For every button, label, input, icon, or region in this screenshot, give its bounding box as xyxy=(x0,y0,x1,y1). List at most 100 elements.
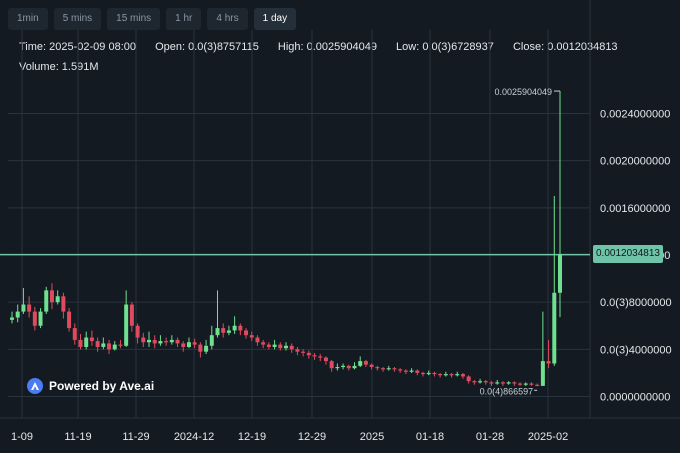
candle-body xyxy=(278,344,283,349)
candle-body xyxy=(261,342,266,345)
candle-body xyxy=(158,341,163,344)
candle-body xyxy=(101,343,106,347)
info-open: Open: 0.0(3)8757115 xyxy=(155,41,259,53)
tab-5-mins[interactable]: 5 mins xyxy=(53,8,102,30)
candle-body xyxy=(546,361,551,364)
candle-body xyxy=(147,339,151,343)
max-price-annotation: 0.0025904049 xyxy=(494,87,552,97)
candle-body xyxy=(221,328,226,333)
candle-body xyxy=(232,325,237,331)
candle-body xyxy=(204,345,209,352)
candle-body xyxy=(226,330,231,333)
candle-body xyxy=(295,349,300,352)
x-tick-label: 11-19 xyxy=(64,431,91,443)
candle-body xyxy=(518,383,523,385)
candle-body xyxy=(523,383,528,385)
ohlc-info: Time: 2025-02-09 08:00 Open: 0.0(3)87571… xyxy=(19,41,634,53)
min-price-annotation: 0.0(4)866597 xyxy=(480,386,534,396)
volume-info: Volume: 1.591M xyxy=(19,61,99,73)
tab-1min[interactable]: 1min xyxy=(8,8,48,30)
candle-body xyxy=(284,345,288,349)
x-tick-label: 2024-12 xyxy=(174,431,214,443)
candle-body xyxy=(352,365,357,369)
candle-body xyxy=(152,339,157,344)
candle-body xyxy=(341,365,346,368)
interval-tabs: 1min 5 mins 15 mins 1 hr 4 hrs 1 day xyxy=(8,8,297,30)
candle-body xyxy=(329,361,334,369)
candle-body xyxy=(124,304,129,346)
candle-body xyxy=(500,382,505,384)
candle-body xyxy=(472,381,477,383)
candle-body xyxy=(421,372,425,375)
candle-body xyxy=(129,304,134,326)
candle-body xyxy=(27,304,32,312)
candle-body xyxy=(255,337,260,343)
candle-body xyxy=(449,374,454,376)
candle-body xyxy=(164,341,169,343)
candle-body xyxy=(272,344,277,347)
brand-badge[interactable]: Powered by Ave.ai xyxy=(27,378,154,394)
tab-1-hr[interactable]: 1 hr xyxy=(166,8,202,30)
x-tick-label: 12-29 xyxy=(298,431,326,443)
info-low: Low: 0.0(3)6728937 xyxy=(396,41,494,53)
y-tick-label: 0.0000000000 xyxy=(600,392,670,404)
tab-15-mins[interactable]: 15 mins xyxy=(107,8,161,30)
candle-body xyxy=(403,370,408,372)
candle-body xyxy=(323,357,328,362)
candle-body xyxy=(409,370,414,372)
candle-body xyxy=(84,337,89,347)
candle-body xyxy=(32,311,37,326)
candle-body xyxy=(95,341,100,347)
candle-body xyxy=(141,337,146,343)
candle-body xyxy=(529,383,534,385)
candle-body xyxy=(181,343,186,347)
candle-body xyxy=(335,367,340,369)
info-high: High: 0.0025904049 xyxy=(277,41,377,53)
candle-body xyxy=(386,368,391,370)
y-tick-label: 0.0024000000 xyxy=(600,109,670,121)
x-tick-label: 01-18 xyxy=(416,431,444,443)
candle-body xyxy=(478,381,483,383)
candle-body xyxy=(455,374,460,376)
candle-body xyxy=(318,356,323,358)
candle-body xyxy=(460,374,465,377)
candle-body xyxy=(10,317,14,320)
x-tick-label: 2025 xyxy=(360,431,384,443)
candle-body xyxy=(186,342,191,347)
candle-body xyxy=(55,296,60,303)
candle-body xyxy=(289,345,294,350)
candle-body xyxy=(512,382,517,384)
x-tick-label: 2025-02 xyxy=(528,431,568,443)
x-tick-label: 12-19 xyxy=(238,431,266,443)
candle-body xyxy=(415,370,420,373)
candle-body xyxy=(426,372,431,375)
x-tick-label: 11-29 xyxy=(122,431,149,443)
tab-4-hrs[interactable]: 4 hrs xyxy=(207,8,248,30)
candle-body xyxy=(432,372,437,375)
candle-body xyxy=(89,337,94,342)
candle-body xyxy=(438,374,443,376)
current-price-label: 0.0012034813 xyxy=(593,245,663,263)
candle-body xyxy=(107,343,112,350)
candle-body xyxy=(466,376,471,382)
candle-body xyxy=(306,352,311,356)
y-tick-label: 0.0020000000 xyxy=(600,156,670,168)
candle-body xyxy=(506,382,511,384)
candle-body xyxy=(443,374,448,376)
brand-text: Powered by Ave.ai xyxy=(49,379,155,393)
candle-body xyxy=(169,339,174,343)
candle-body xyxy=(135,325,140,338)
candle-body xyxy=(398,369,403,371)
candle-body xyxy=(118,344,123,346)
candle-body xyxy=(209,335,214,346)
candle-body xyxy=(49,290,54,303)
candle-body xyxy=(358,361,363,366)
candle-body xyxy=(266,344,271,347)
tab-1-day[interactable]: 1 day xyxy=(253,8,297,30)
candle-body xyxy=(198,344,203,352)
candle-body xyxy=(72,328,77,340)
y-tick-label: 0.0(3)4000000 xyxy=(600,344,672,356)
candle-body xyxy=(15,311,20,318)
ave-logo-icon xyxy=(27,378,43,394)
